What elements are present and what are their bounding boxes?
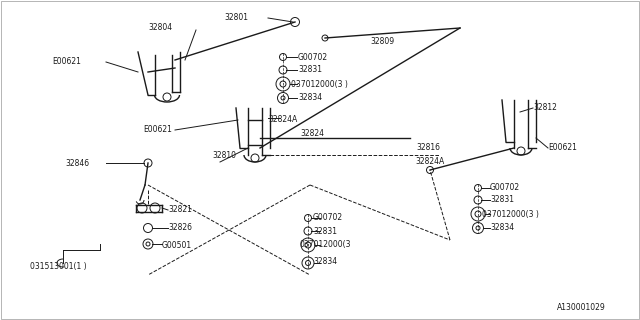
Text: 32821: 32821 <box>168 205 192 214</box>
Text: G00702: G00702 <box>313 213 343 222</box>
Text: G00501: G00501 <box>162 241 192 250</box>
Text: 32810: 32810 <box>212 150 236 159</box>
Text: E00621: E00621 <box>548 143 577 153</box>
Text: 32834: 32834 <box>298 93 322 102</box>
Text: E00621: E00621 <box>52 58 81 67</box>
Text: 037012000(3 ): 037012000(3 ) <box>482 210 539 219</box>
Text: G00702: G00702 <box>298 52 328 61</box>
Text: 031513001(1 ): 031513001(1 ) <box>30 261 86 270</box>
Text: 32834: 32834 <box>490 223 514 233</box>
Text: 32824A: 32824A <box>268 116 297 124</box>
Text: 32831: 32831 <box>298 66 322 75</box>
Text: 32801: 32801 <box>224 13 248 22</box>
Text: G00702: G00702 <box>490 183 520 193</box>
Text: 32824: 32824 <box>300 129 324 138</box>
Text: 32824A: 32824A <box>415 157 444 166</box>
Text: 037012000(3 ): 037012000(3 ) <box>291 79 348 89</box>
Text: E00621: E00621 <box>143 125 172 134</box>
Text: A130001029: A130001029 <box>557 303 605 313</box>
Text: 32804: 32804 <box>148 23 172 33</box>
Text: 32834: 32834 <box>313 258 337 267</box>
Text: 32809: 32809 <box>370 37 394 46</box>
Text: 32846: 32846 <box>65 158 89 167</box>
Text: 32816: 32816 <box>416 143 440 153</box>
Text: 32812: 32812 <box>533 103 557 113</box>
Text: 32831: 32831 <box>490 196 514 204</box>
Text: 32831: 32831 <box>313 227 337 236</box>
Text: 037012000(3: 037012000(3 <box>300 241 351 250</box>
Text: 32826: 32826 <box>168 223 192 233</box>
